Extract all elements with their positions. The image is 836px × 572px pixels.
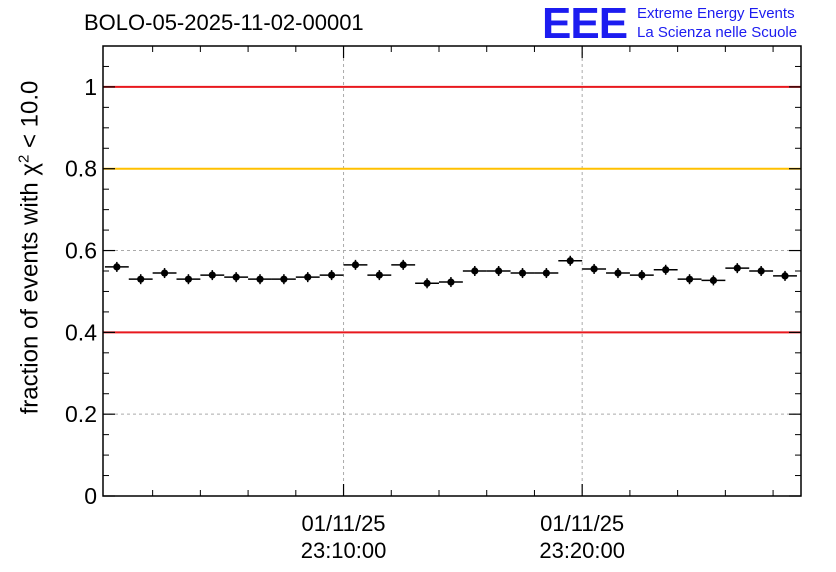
plot-frame (102, 45, 802, 497)
x-tick-label-date: 01/11/25 (540, 511, 624, 536)
data-point (399, 261, 407, 269)
data-point (375, 271, 383, 279)
logo-line-2: La Scienza nelle Scuole (637, 24, 798, 41)
data-point (638, 271, 646, 279)
y-tick-label: 0.4 (65, 319, 97, 345)
data-point (518, 269, 527, 277)
data-point (232, 273, 240, 281)
eee-logo-text: Extreme Energy Events La Scienza nelle S… (637, 4, 797, 42)
eee-logo: EEE (542, 0, 628, 48)
chart-title: BOLO-05-2025-11-02-00001 (84, 10, 364, 35)
x-tick-label-date: 01/11/25 (302, 511, 386, 536)
data-point (781, 272, 789, 280)
data-point (137, 275, 145, 283)
y-tick-label: 0.6 (65, 238, 97, 264)
x-tick-label-time: 23:10:00 (301, 538, 387, 563)
y-tick-label: 0.2 (65, 401, 97, 427)
data-point (566, 257, 574, 265)
data-point (113, 263, 121, 271)
data-point (590, 265, 598, 273)
data-point (495, 267, 503, 275)
data-point (423, 279, 431, 287)
data-point (685, 275, 694, 283)
data-point (542, 269, 550, 277)
y-tick-label: 0.8 (65, 156, 97, 182)
data-point (256, 275, 264, 283)
data-point (208, 271, 216, 279)
data-point (471, 267, 479, 275)
data-point (328, 271, 336, 279)
data-point (184, 275, 193, 283)
data-point (614, 269, 622, 277)
data-point (351, 261, 360, 269)
data-point (280, 275, 288, 283)
data-point (709, 276, 718, 285)
x-tick-label-time: 23:20:00 (539, 538, 625, 563)
data-point (662, 266, 670, 274)
data-point (447, 278, 455, 286)
data-point (304, 273, 312, 281)
y-tick-label: 0 (84, 483, 97, 509)
data-point (757, 267, 765, 275)
y-tick-label: 1 (84, 74, 97, 100)
data-point (160, 269, 169, 277)
logo-line-1: Extreme Energy Events (637, 5, 795, 22)
data-point (733, 264, 741, 272)
